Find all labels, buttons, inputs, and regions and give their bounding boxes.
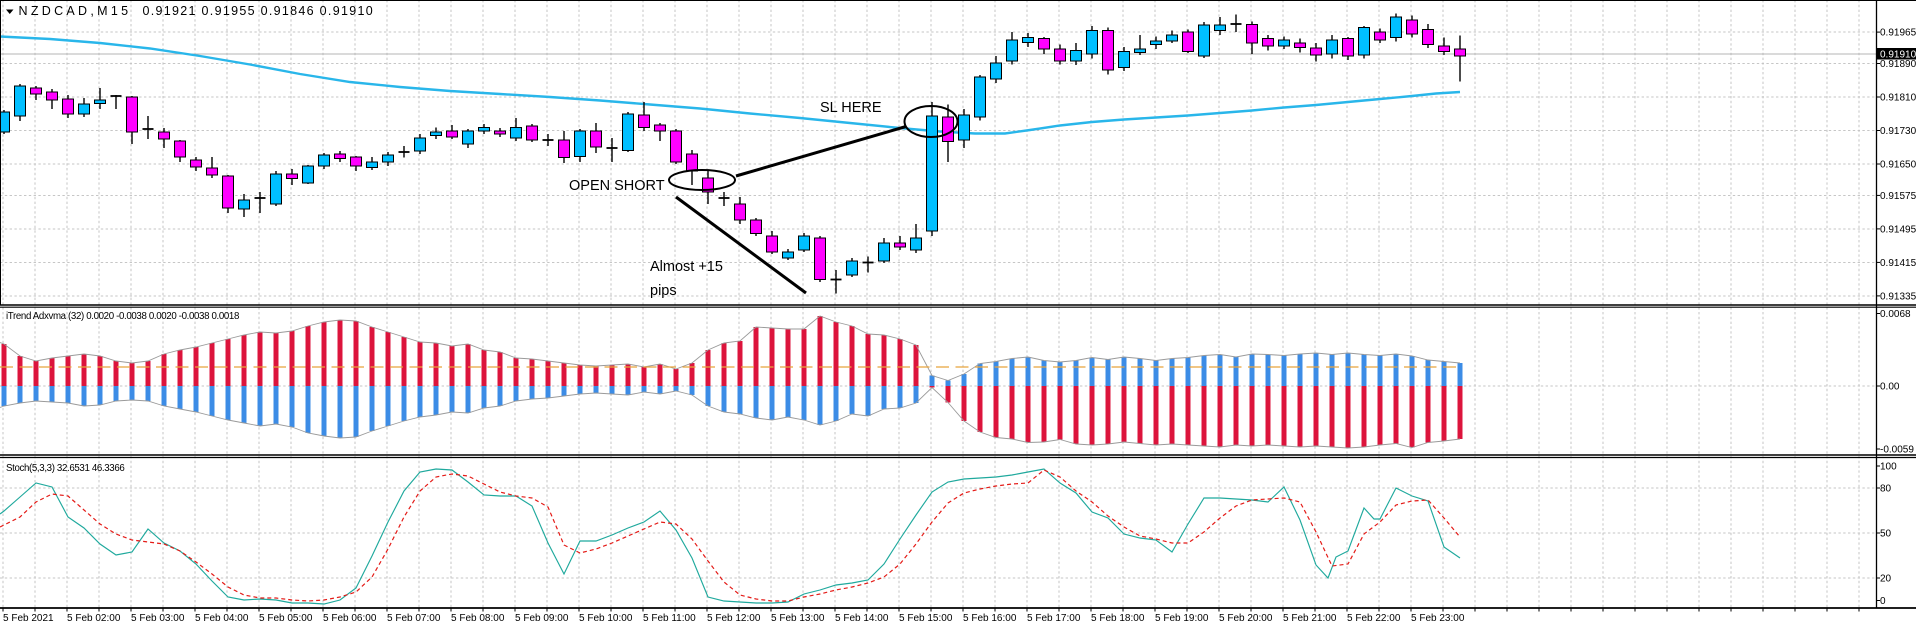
svg-text:Almost +15: Almost +15 <box>650 259 723 275</box>
svg-text:NZDCAD,M15: NZDCAD,M15 <box>19 4 132 18</box>
svg-text:5 Feb 06:00: 5 Feb 06:00 <box>323 613 377 624</box>
svg-text:iTrend Adxvma (32) 0.0020 -0.0: iTrend Adxvma (32) 0.0020 -0.0038 0.0020… <box>6 311 239 322</box>
svg-text:Stoch(5,3,3) 32.6531 46.3366: Stoch(5,3,3) 32.6531 46.3366 <box>6 463 124 474</box>
svg-text:5 Feb 12:00: 5 Feb 12:00 <box>707 613 761 624</box>
svg-text:0.91965: 0.91965 <box>1880 28 1916 39</box>
svg-text:5 Feb 2021: 5 Feb 2021 <box>3 613 54 624</box>
svg-text:5 Feb 15:00: 5 Feb 15:00 <box>899 613 953 624</box>
svg-text:5 Feb 19:00: 5 Feb 19:00 <box>1155 613 1209 624</box>
svg-text:0.91910: 0.91910 <box>1880 49 1916 60</box>
svg-text:5 Feb 22:00: 5 Feb 22:00 <box>1347 613 1401 624</box>
svg-text:0.91575: 0.91575 <box>1880 191 1916 202</box>
svg-text:100: 100 <box>1880 462 1897 473</box>
svg-text:5 Feb 23:00: 5 Feb 23:00 <box>1411 613 1465 624</box>
svg-text:20: 20 <box>1880 574 1892 585</box>
svg-text:5 Feb 05:00: 5 Feb 05:00 <box>259 613 313 624</box>
svg-text:0.0068: 0.0068 <box>1880 309 1911 320</box>
svg-text:0.91335: 0.91335 <box>1880 292 1916 303</box>
svg-text:0.00: 0.00 <box>1880 382 1900 393</box>
svg-text:OPEN SHORT: OPEN SHORT <box>569 178 665 194</box>
svg-text:5 Feb 18:00: 5 Feb 18:00 <box>1091 613 1145 624</box>
svg-text:pips: pips <box>650 283 677 299</box>
svg-text:0.91650: 0.91650 <box>1880 160 1916 171</box>
svg-text:5 Feb 13:00: 5 Feb 13:00 <box>771 613 825 624</box>
svg-text:5 Feb 10:00: 5 Feb 10:00 <box>579 613 633 624</box>
svg-text:5 Feb 21:00: 5 Feb 21:00 <box>1283 613 1337 624</box>
svg-text:0.91810: 0.91810 <box>1880 93 1916 104</box>
svg-text:5 Feb 03:00: 5 Feb 03:00 <box>131 613 185 624</box>
svg-text:0: 0 <box>1880 596 1886 607</box>
svg-text:5 Feb 09:00: 5 Feb 09:00 <box>515 613 569 624</box>
svg-text:50: 50 <box>1880 529 1892 540</box>
svg-text:5 Feb 17:00: 5 Feb 17:00 <box>1027 613 1081 624</box>
svg-text:5 Feb 16:00: 5 Feb 16:00 <box>963 613 1017 624</box>
svg-text:-0.0059: -0.0059 <box>1880 445 1914 456</box>
svg-text:0.91495: 0.91495 <box>1880 225 1916 236</box>
svg-text:5 Feb 02:00: 5 Feb 02:00 <box>67 613 121 624</box>
svg-text:5 Feb 11:00: 5 Feb 11:00 <box>643 613 696 624</box>
svg-text:SL HERE: SL HERE <box>820 100 882 116</box>
svg-text:5 Feb 14:00: 5 Feb 14:00 <box>835 613 889 624</box>
svg-text:5 Feb 08:00: 5 Feb 08:00 <box>451 613 505 624</box>
svg-text:80: 80 <box>1880 484 1892 495</box>
svg-text:0.91921 0.91955 0.91846 0.9191: 0.91921 0.91955 0.91846 0.91910 <box>143 4 374 18</box>
svg-text:5 Feb 20:00: 5 Feb 20:00 <box>1219 613 1273 624</box>
svg-text:5 Feb 07:00: 5 Feb 07:00 <box>387 613 441 624</box>
svg-text:0.91890: 0.91890 <box>1880 59 1916 70</box>
svg-text:5 Feb 04:00: 5 Feb 04:00 <box>195 613 249 624</box>
svg-text:0.91730: 0.91730 <box>1880 126 1916 137</box>
svg-text:0.91415: 0.91415 <box>1880 258 1916 269</box>
